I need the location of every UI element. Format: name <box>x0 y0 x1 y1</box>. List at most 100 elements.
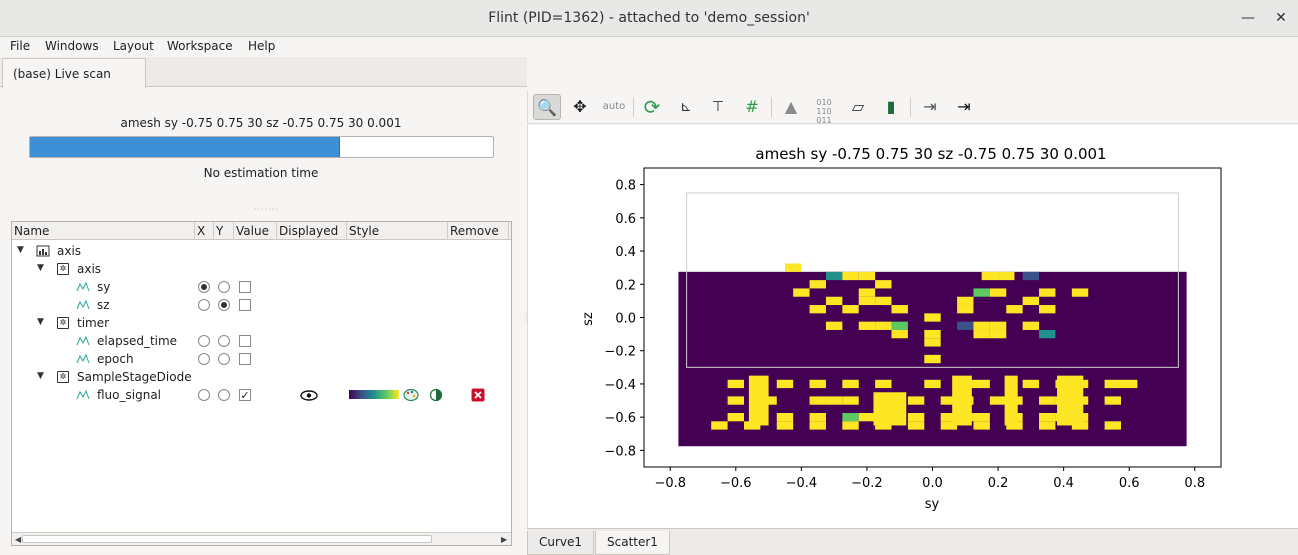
scrollbar-thumb[interactable] <box>22 535 432 543</box>
heatmap-cell <box>875 379 892 389</box>
heatmap-cell <box>711 421 728 430</box>
heatmap-cell <box>940 396 958 405</box>
value-checkbox[interactable] <box>239 353 251 365</box>
y-axis-radio[interactable] <box>218 281 230 293</box>
x-axis-radio[interactable] <box>198 335 210 347</box>
collapse-arrow-icon[interactable]: ▼ <box>17 245 24 255</box>
heatmap-cell <box>907 421 925 430</box>
heatmap-cell <box>825 321 843 330</box>
x-axis-radio[interactable] <box>198 353 210 365</box>
axis-options-icon[interactable]: ⊾ <box>680 99 692 115</box>
toolbar-separator <box>771 97 772 117</box>
col-extra[interactable] <box>509 222 511 240</box>
heatmap-cell <box>1039 288 1056 297</box>
y-axis-radio[interactable] <box>218 299 230 311</box>
heatmap-cell <box>875 321 892 330</box>
col-y[interactable]: Y <box>214 222 234 240</box>
y-tick-label: 0.0 <box>615 312 636 327</box>
col-value[interactable]: Value <box>234 222 277 240</box>
y-axis-radio[interactable] <box>218 353 230 365</box>
heatmap-cell <box>858 321 876 330</box>
tab-scatter1[interactable]: Scatter1 <box>595 531 670 555</box>
scroll-left-icon[interactable]: ◀ <box>15 535 22 544</box>
aspect-ratio-icon[interactable]: ▱ <box>851 97 865 116</box>
splitter-handle[interactable]: ······· <box>254 205 279 214</box>
pan-icon[interactable]: ✥ <box>573 97 587 116</box>
y-tick-label: 0.4 <box>615 245 636 260</box>
value-checkbox[interactable]: ✓ <box>239 389 251 402</box>
tree-row[interactable]: elapsed_time <box>12 332 511 350</box>
zoom-icon[interactable]: 🔍 <box>533 94 561 120</box>
autoscale-icon[interactable]: auto <box>602 101 626 112</box>
menu-layout[interactable]: Layout <box>113 39 154 53</box>
heatmap-cell <box>957 413 974 422</box>
x-axis-radio[interactable] <box>198 281 210 293</box>
x-axis-label: sy <box>925 497 940 512</box>
tree-row[interactable]: ▼ ✲ axis <box>12 260 511 278</box>
contrast-icon[interactable] <box>429 388 443 402</box>
x-axis-radio[interactable] <box>198 389 210 401</box>
row-label: sy <box>97 280 111 294</box>
crosshair-icon[interactable]: ⊤ <box>711 99 725 115</box>
col-style[interactable]: Style <box>347 222 448 240</box>
tree-row[interactable]: sz <box>12 296 511 314</box>
horizontal-scrollbar[interactable]: ◀ ▶ <box>12 532 511 545</box>
heatmap-cell <box>957 296 974 306</box>
plot-toolbar: 🔍 ✥ auto ⟳ ⊾ ⊤ # ▲ 010 110 011 ▱ ▮ ⇥ ⇥ <box>527 91 1298 125</box>
vertical-splitter-handle[interactable]: ⋮ <box>522 313 530 322</box>
scatter-plot[interactable]: amesh sy -0.75 0.75 30 sz -0.75 0.75 30 … <box>528 125 1298 528</box>
heatmap-cell <box>743 421 761 430</box>
y-axis-radio[interactable] <box>218 389 230 401</box>
remove-icon[interactable] <box>471 388 485 402</box>
grid-icon[interactable]: # <box>745 97 759 116</box>
tab-live-scan[interactable]: (base) Live scan <box>2 58 146 88</box>
value-checkbox[interactable] <box>239 281 251 293</box>
heatmap-cell <box>875 413 892 422</box>
collapse-arrow-icon[interactable]: ▼ <box>37 371 44 381</box>
menu-help[interactable]: Help <box>248 39 276 53</box>
tree-row[interactable]: ▼ axis <box>12 242 511 260</box>
col-displayed[interactable]: Displayed <box>277 222 347 240</box>
heatmap-cell <box>1039 413 1056 422</box>
export-icon[interactable]: ⇥ <box>923 97 937 116</box>
x-axis-radio[interactable] <box>198 299 210 311</box>
col-name[interactable]: Name <box>12 222 195 240</box>
menu-windows[interactable]: Windows <box>45 39 99 53</box>
tree-row[interactable]: fluo_signal ✓ <box>12 386 511 404</box>
colorbar-icon[interactable]: ▮ <box>886 97 896 116</box>
close-window-button[interactable]: ✕ <box>1275 10 1287 26</box>
value-checkbox[interactable] <box>239 299 251 311</box>
y-axis-radio[interactable] <box>218 335 230 347</box>
plot-area[interactable]: amesh sy -0.75 0.75 30 sz -0.75 0.75 30 … <box>527 125 1298 528</box>
heatmap-cell <box>973 421 990 430</box>
colormap-swatch[interactable] <box>349 390 399 399</box>
heatmap-cell <box>981 271 999 281</box>
palette-icon[interactable] <box>403 388 419 402</box>
tree-row[interactable]: epoch <box>12 350 511 368</box>
tree-row[interactable]: sy <box>12 278 511 296</box>
reset-zoom-icon[interactable]: ⟳ <box>643 95 661 119</box>
data-values-icon[interactable]: 010 110 011 <box>816 98 832 125</box>
heatmap-cell <box>989 329 1007 339</box>
group-icon: ✲ <box>57 263 69 275</box>
minimize-button[interactable]: — <box>1241 10 1255 26</box>
col-remove[interactable]: Remove <box>448 222 509 240</box>
marker-icon[interactable]: ▲ <box>784 97 798 116</box>
tree-row[interactable]: ▼ ✲ SampleStageDiode <box>12 368 511 386</box>
x-tick-label: 0.2 <box>988 476 1009 491</box>
menu-workspace[interactable]: Workspace <box>167 39 233 53</box>
heatmap-cell <box>957 321 974 330</box>
tab-curve1[interactable]: Curve1 <box>527 531 595 555</box>
menu-file[interactable]: File <box>10 39 31 53</box>
eye-icon[interactable] <box>300 390 318 401</box>
scan-title: amesh sy -0.75 0.75 30 sz -0.75 0.75 30 … <box>120 116 402 130</box>
value-checkbox[interactable] <box>239 335 251 347</box>
y-tick-label: 0.8 <box>615 179 636 194</box>
heatmap-cell <box>1071 396 1089 405</box>
export-menu-icon[interactable]: ⇥ <box>957 97 971 116</box>
collapse-arrow-icon[interactable]: ▼ <box>37 317 44 327</box>
collapse-arrow-icon[interactable]: ▼ <box>37 263 44 273</box>
col-x[interactable]: X <box>195 222 214 240</box>
scroll-right-icon[interactable]: ▶ <box>501 535 508 544</box>
tree-row[interactable]: ▼ ✲ timer <box>12 314 511 332</box>
